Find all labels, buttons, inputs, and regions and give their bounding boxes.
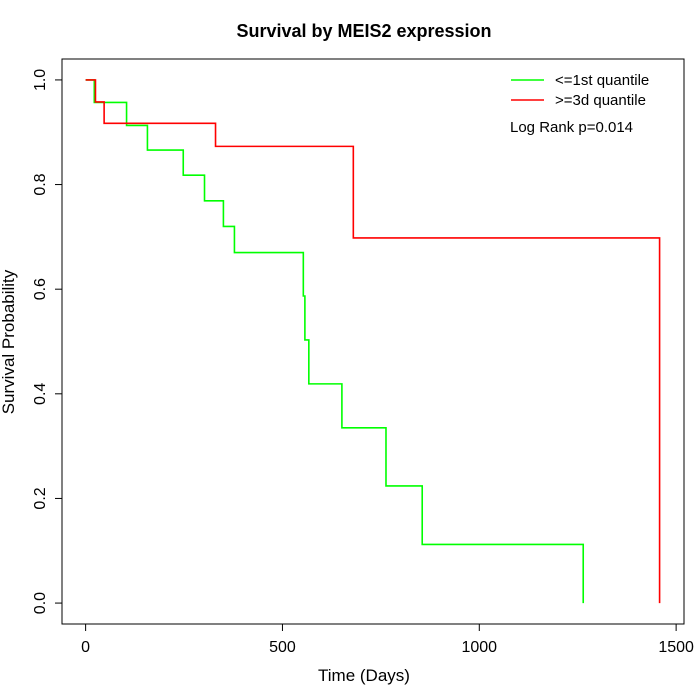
y-tick-label-0: 0.0 (32, 592, 49, 614)
plot-frame (61, 58, 685, 625)
y-tick-label-1: 0.2 (32, 487, 49, 509)
x-tick-label-1000: 1000 (461, 639, 497, 656)
y-axis: 0.0 0.2 0.4 0.6 0.8 1.0 (32, 69, 62, 614)
y-tick-label-2: 0.4 (32, 383, 49, 405)
x-axis-label: Time (Days) (318, 666, 410, 685)
y-tick-label-4: 0.8 (32, 173, 49, 195)
log-rank-annotation: Log Rank p=0.014 (510, 119, 633, 136)
survival-curves (85, 79, 661, 604)
legend: <=1st quantile >=3d quantile (511, 72, 649, 109)
series-line-2 (85, 79, 661, 604)
chart-title: Survival by MEIS2 expression (236, 21, 491, 41)
series-line-1 (85, 79, 585, 604)
x-axis: 0 500 1000 1500 (81, 623, 694, 656)
x-tick-label-0: 0 (81, 639, 90, 656)
y-tick-label-5: 1.0 (32, 69, 49, 91)
legend-label-1: <=1st quantile (555, 72, 649, 89)
legend-label-2: >=3d quantile (555, 92, 646, 109)
y-tick-label-3: 0.6 (32, 278, 49, 300)
y-axis-label: Survival Probability (0, 269, 18, 414)
x-tick-label-500: 500 (269, 639, 296, 656)
x-tick-label-1500: 1500 (658, 639, 694, 656)
